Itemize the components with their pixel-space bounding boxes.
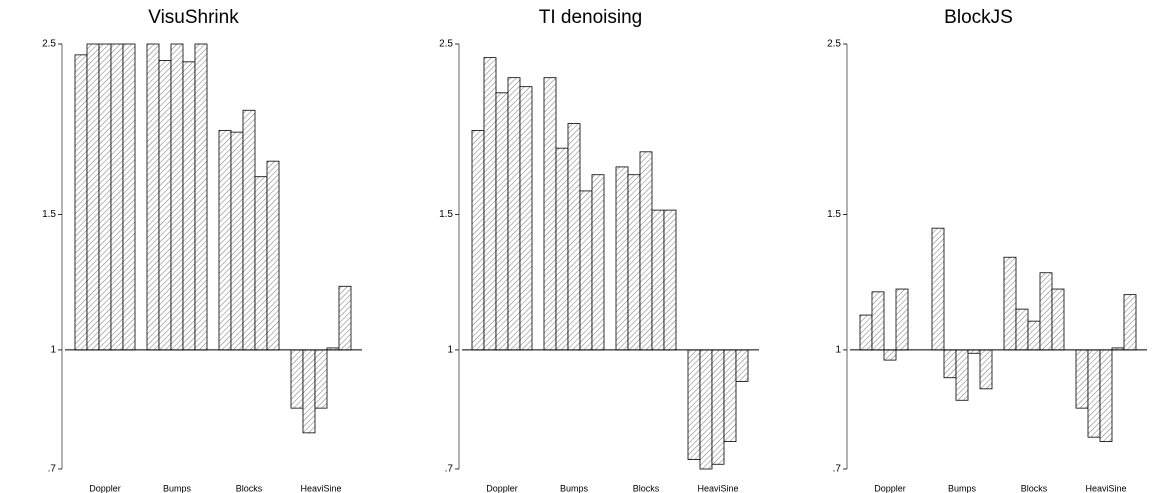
bar [314, 349, 328, 409]
bar [639, 151, 653, 351]
y-tick-label: 1 [835, 345, 841, 356]
bar [182, 61, 196, 351]
y-tick-label: 1.5 [827, 209, 841, 220]
bar [895, 288, 909, 351]
bar [735, 349, 749, 382]
y-tick-label: .7 [833, 464, 842, 475]
bar [98, 43, 112, 351]
x-tick-label: Blocks [1021, 483, 1048, 493]
bar [495, 92, 509, 351]
x-tick-label: Bumps [948, 483, 977, 493]
bar [871, 291, 885, 351]
y-tick-label: 1 [50, 345, 56, 356]
bar [242, 109, 256, 351]
y-tick-label: 2.5 [827, 39, 841, 50]
bar [218, 129, 232, 351]
bar [338, 285, 352, 351]
bar [471, 129, 485, 351]
y-tick-label: 2.5 [439, 39, 453, 50]
bar [615, 166, 629, 351]
x-tick-label: HeaviSine [300, 483, 341, 493]
x-tick-label: Doppler [874, 483, 906, 493]
bar [883, 349, 897, 361]
y-tick-label: .7 [445, 464, 454, 475]
x-tick-label: Bumps [163, 483, 192, 493]
bar [290, 349, 304, 409]
bar [1027, 320, 1041, 351]
bar [1123, 294, 1137, 351]
bar [1087, 349, 1101, 438]
y-tick-label: .7 [48, 464, 57, 475]
bar [122, 43, 136, 351]
bar [519, 86, 533, 351]
bar [254, 176, 268, 351]
y-tick-label: 1 [447, 345, 453, 356]
chart-title: VisuShrink [148, 7, 239, 28]
x-tick-label: Blocks [236, 483, 263, 493]
bar [170, 43, 184, 351]
chart-title: TI denoising [539, 7, 643, 28]
chart-title: BlockJS [944, 7, 1013, 28]
y-tick-label: 1.5 [439, 209, 453, 220]
bar [146, 43, 160, 351]
bar [74, 54, 88, 351]
bar [591, 174, 605, 351]
x-tick-label: Doppler [486, 483, 518, 493]
bar [627, 174, 641, 351]
bar [1075, 349, 1089, 409]
bar [979, 349, 993, 390]
bar [687, 349, 701, 460]
bar [194, 43, 208, 351]
bar [555, 147, 569, 351]
bar [699, 349, 713, 470]
bar [663, 209, 677, 351]
bar [158, 60, 172, 351]
x-tick-label: Bumps [560, 483, 589, 493]
y-tick-label: 2.5 [42, 39, 56, 50]
bar [859, 314, 873, 351]
bar [230, 131, 244, 351]
bar [579, 190, 593, 351]
bar [302, 349, 316, 434]
bar [86, 43, 100, 351]
bar [266, 160, 280, 351]
x-tick-label: Blocks [633, 483, 660, 493]
bar [723, 349, 737, 442]
x-tick-label: HeaviSine [697, 483, 738, 493]
x-tick-label: HeaviSine [1085, 483, 1126, 493]
bar [1039, 272, 1053, 351]
bar [1051, 288, 1065, 351]
bar [567, 123, 581, 351]
bar [931, 227, 945, 351]
x-tick-label: Doppler [89, 483, 121, 493]
bar [110, 43, 124, 351]
bar [651, 209, 665, 351]
bar [1015, 308, 1029, 351]
y-tick-label: 1.5 [42, 209, 56, 220]
bar [943, 349, 957, 379]
bar [483, 57, 497, 351]
bar [711, 349, 725, 465]
bar [955, 349, 969, 401]
bar [1003, 256, 1017, 351]
bar [967, 349, 981, 354]
bar [507, 77, 521, 351]
bar [1099, 349, 1113, 442]
bar [543, 77, 557, 351]
